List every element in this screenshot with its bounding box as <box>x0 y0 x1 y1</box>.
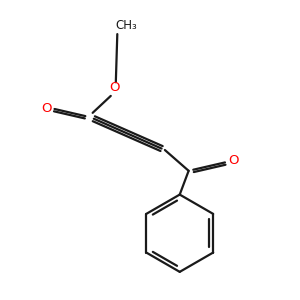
Text: CH₃: CH₃ <box>115 19 137 32</box>
Text: O: O <box>109 81 120 94</box>
Text: O: O <box>41 102 52 115</box>
Text: O: O <box>229 154 239 167</box>
